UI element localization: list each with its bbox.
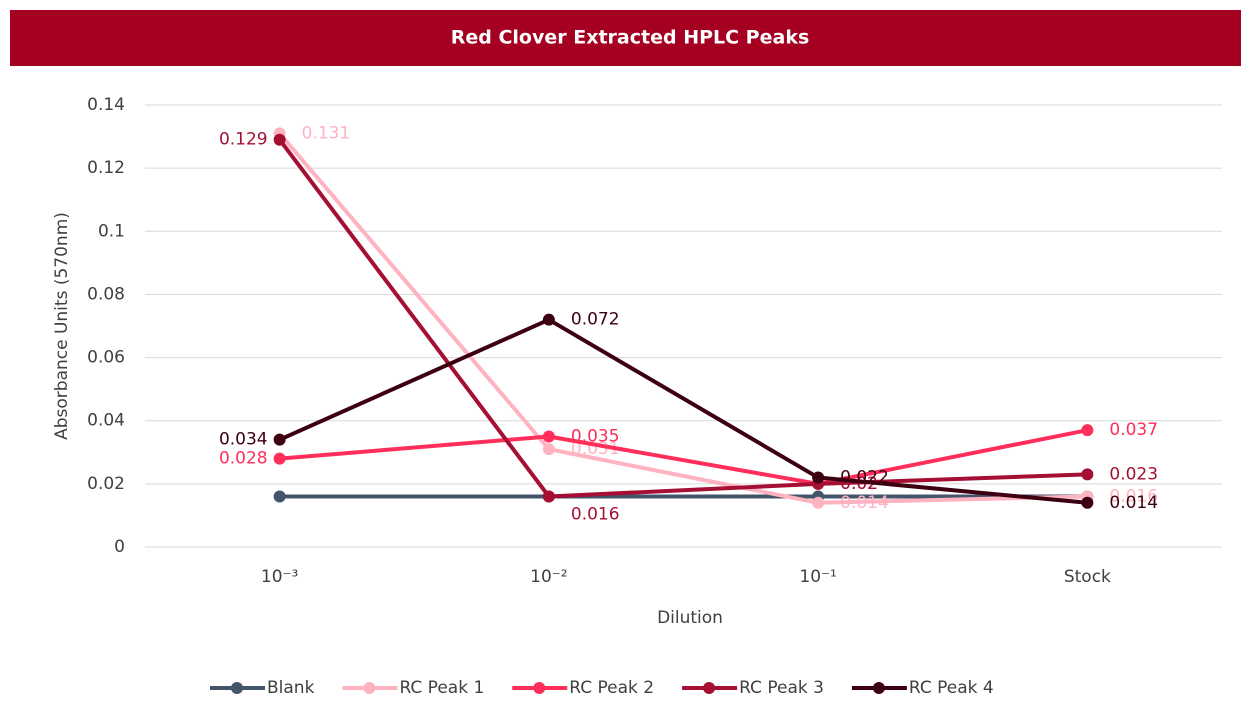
data-point bbox=[542, 490, 555, 503]
legend-label: RC Peak 3 bbox=[739, 678, 824, 698]
data-point bbox=[1081, 424, 1094, 437]
y-tick-label: 0.04 bbox=[87, 411, 125, 431]
x-tick-label: Stock bbox=[1064, 567, 1111, 587]
series-line bbox=[278, 138, 1088, 499]
legend-label: RC Peak 1 bbox=[399, 678, 484, 698]
data-point bbox=[812, 496, 825, 509]
series-line bbox=[278, 132, 1088, 505]
data-point bbox=[542, 430, 555, 443]
x-tick-label: 10⁻¹ bbox=[799, 567, 836, 587]
data-label: 0.028 bbox=[219, 449, 268, 469]
data-label: 0.129 bbox=[219, 130, 268, 150]
y-axis-title: Absorbance Units (570nm) bbox=[52, 212, 72, 440]
data-point bbox=[273, 133, 286, 146]
y-tick-label: 0.12 bbox=[87, 158, 125, 178]
x-tick-label: 10⁻² bbox=[530, 567, 567, 587]
legend-label: RC Peak 2 bbox=[569, 678, 654, 698]
data-label: 0.131 bbox=[302, 123, 351, 143]
data-point bbox=[1081, 496, 1094, 509]
data-label: 0.034 bbox=[219, 430, 268, 450]
chart-title: Red Clover Extracted HPLC Peaks bbox=[451, 27, 810, 49]
title-bar bbox=[10, 10, 1241, 66]
data-point bbox=[273, 490, 286, 503]
data-point bbox=[542, 313, 555, 326]
y-tick-label: 0 bbox=[114, 537, 125, 557]
data-point bbox=[273, 433, 286, 446]
x-tick-label: 10⁻³ bbox=[261, 567, 298, 587]
data-label: 0.022 bbox=[840, 468, 889, 488]
y-tick-label: 0.06 bbox=[87, 348, 125, 368]
y-tick-label: 0.14 bbox=[87, 95, 125, 115]
data-point bbox=[1081, 468, 1094, 481]
data-label: 0.037 bbox=[1109, 420, 1158, 440]
data-point bbox=[273, 452, 286, 465]
data-point bbox=[812, 471, 825, 484]
data-point bbox=[542, 443, 555, 456]
legend-marker bbox=[703, 682, 716, 694]
legend-marker bbox=[363, 682, 376, 694]
data-label: 0.023 bbox=[1109, 464, 1158, 484]
legend-marker bbox=[231, 682, 243, 694]
y-tick-label: 0.1 bbox=[98, 221, 125, 241]
data-label: 0.014 bbox=[1109, 493, 1158, 513]
series-line bbox=[278, 317, 1088, 505]
data-label: 0.016 bbox=[571, 504, 620, 524]
series-line bbox=[279, 428, 1088, 486]
data-label: 0.016 bbox=[1109, 486, 1158, 506]
legend-label: Blank bbox=[267, 678, 315, 698]
legend-marker bbox=[872, 682, 885, 694]
data-label: 0.072 bbox=[571, 310, 620, 330]
y-tick-label: 0.08 bbox=[87, 284, 125, 304]
x-axis-title: Dilution bbox=[657, 608, 723, 628]
legend-label: RC Peak 4 bbox=[909, 678, 994, 698]
data-label: 0.035 bbox=[571, 427, 620, 447]
data-label: 0.014 bbox=[840, 493, 889, 513]
y-tick-label: 0.02 bbox=[87, 474, 125, 494]
legend-marker bbox=[533, 682, 546, 694]
